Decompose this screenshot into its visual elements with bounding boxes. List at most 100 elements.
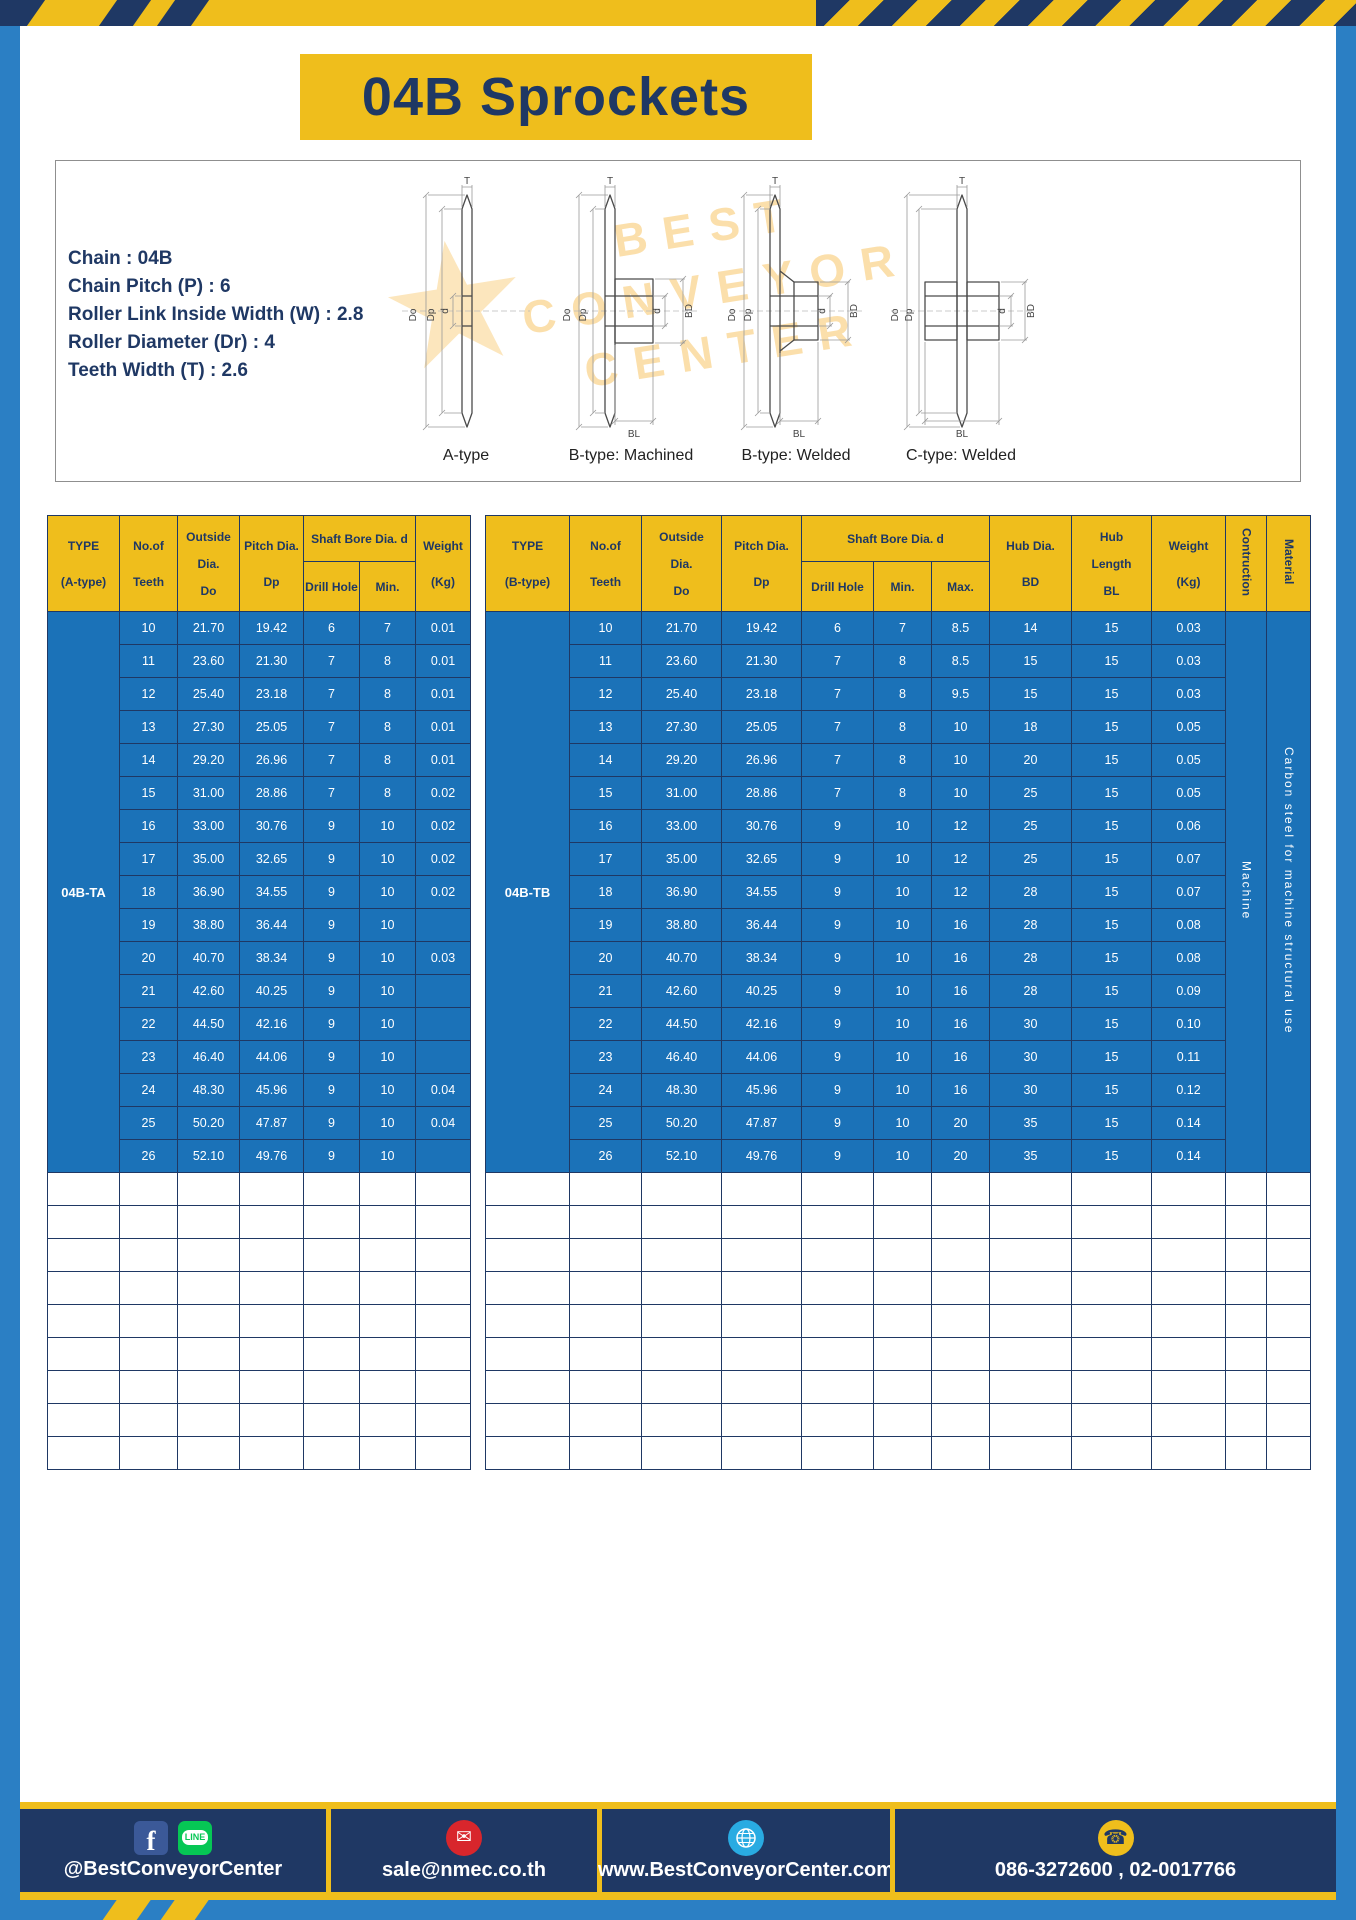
construction-cell: Machine: [1225, 611, 1267, 1173]
data-cell: 25: [989, 776, 1072, 810]
data-cell: 15: [1071, 743, 1152, 777]
col-header-type-b: TYPE (B-type): [485, 515, 570, 612]
empty-cell: [1151, 1337, 1226, 1371]
empty-cell: [1071, 1436, 1152, 1470]
empty-cell: [931, 1172, 990, 1206]
data-cell: 7: [359, 611, 416, 645]
data-cell: 33.00: [177, 809, 240, 843]
empty-cell: [303, 1172, 360, 1206]
data-cell: 10: [931, 743, 990, 777]
empty-cell: [119, 1436, 178, 1470]
data-cell: 38.80: [177, 908, 240, 942]
empty-cell: [1266, 1370, 1311, 1404]
col-header-teeth: No.of Teeth: [119, 515, 178, 612]
data-cell: [415, 1007, 471, 1041]
table-row: 12 25.40 23.18 7 8 0.01: [48, 677, 471, 711]
data-cell: 33.00: [641, 809, 722, 843]
data-cell: 46.40: [641, 1040, 722, 1074]
data-cell: 16: [931, 908, 990, 942]
col-header-weight: Weight (Kg): [1151, 515, 1226, 612]
empty-cell: [485, 1403, 570, 1437]
empty-cell: [641, 1205, 722, 1239]
data-cell: 9: [801, 941, 874, 975]
table-b-body: 04B-TB 10 21.70 19.42 6 7 8.5 14 15 0.03 Machine Ca…: [485, 611, 1311, 1470]
col-header-shaft-bore: Shaft Bore Dia. d: [801, 515, 990, 562]
b-type-machined-drawing: T Do Dp d BD BL: [562, 176, 699, 440]
dim-dp-label: Dp: [904, 308, 915, 321]
empty-cell: [873, 1238, 932, 1272]
data-cell: 18: [569, 875, 642, 909]
empty-cell: [239, 1205, 304, 1239]
data-cell: 25.40: [641, 677, 722, 711]
empty-cell: [641, 1271, 722, 1305]
empty-cell: [359, 1172, 416, 1206]
data-cell: 21.30: [721, 644, 802, 678]
col-header-max: Max.: [931, 561, 990, 612]
col-header-weight: Weight (Kg): [415, 515, 471, 612]
data-cell: 30.76: [721, 809, 802, 843]
data-cell: 11: [119, 644, 178, 678]
empty-cell: [415, 1337, 471, 1371]
data-cell: 30: [989, 1073, 1072, 1107]
data-cell: 26.96: [721, 743, 802, 777]
data-cell: 23.18: [239, 677, 304, 711]
empty-cell: [569, 1337, 642, 1371]
dim-d-label: d: [440, 308, 451, 314]
empty-row: [47, 1370, 471, 1404]
data-cell: 15: [1071, 677, 1152, 711]
empty-cell: [1151, 1370, 1226, 1404]
empty-cell: [239, 1271, 304, 1305]
empty-cell: [569, 1304, 642, 1338]
type-cell: 04B-TB: [485, 611, 570, 1173]
empty-cell: [1071, 1370, 1152, 1404]
data-cell: 10: [873, 974, 932, 1008]
data-cell: 9: [303, 842, 360, 876]
empty-cell: [989, 1271, 1072, 1305]
data-cell: 29.20: [641, 743, 722, 777]
spec-chain: Chain : 04B: [68, 248, 173, 269]
data-cell: 14: [569, 743, 642, 777]
empty-row: [47, 1238, 471, 1272]
data-cell: 9.5: [931, 677, 990, 711]
data-cell: 36.44: [721, 908, 802, 942]
facebook-icon: f: [134, 1820, 168, 1855]
data-cell: 10: [873, 908, 932, 942]
data-cell: 0.01: [415, 710, 471, 744]
data-cell: 25: [989, 842, 1072, 876]
empty-cell: [1225, 1238, 1267, 1272]
sheet-content: 04B Sprockets ★ BEST CONVEYOR CENTER Cha…: [20, 26, 1336, 1900]
data-cell: 46.40: [177, 1040, 240, 1074]
empty-cell: [1071, 1205, 1152, 1239]
data-cell: 15: [1071, 809, 1152, 843]
data-cell: 10: [359, 1139, 416, 1173]
empty-row: [47, 1403, 471, 1437]
empty-cell: [641, 1370, 722, 1404]
dim-bd-label: BD: [684, 304, 695, 318]
empty-cell: [1225, 1304, 1267, 1338]
footer-divider: [326, 1809, 331, 1892]
empty-cell: [485, 1238, 570, 1272]
empty-row: [47, 1271, 471, 1305]
empty-cell: [931, 1304, 990, 1338]
data-cell: 10: [359, 941, 416, 975]
line-icon: LINE: [178, 1820, 212, 1855]
empty-row: [485, 1436, 1311, 1470]
table-row: 15 31.00 28.86 7 8 0.02: [48, 776, 471, 810]
data-cell: 11: [569, 644, 642, 678]
empty-cell: [485, 1370, 570, 1404]
table-row: 24 48.30 45.96 9 10 0.04: [48, 1073, 471, 1107]
empty-cell: [415, 1172, 471, 1206]
data-cell: 9: [303, 1073, 360, 1107]
data-cell: 40.70: [177, 941, 240, 975]
empty-cell: [989, 1436, 1072, 1470]
empty-cell: [415, 1205, 471, 1239]
data-cell: 7: [303, 743, 360, 777]
dim-t-label: T: [772, 176, 778, 187]
data-cell: 10: [931, 776, 990, 810]
col-header-shaft-bore: Shaft Bore Dia. d: [303, 515, 416, 562]
empty-cell: [303, 1370, 360, 1404]
spec-roller-diameter: Roller Diameter (Dr) : 4: [68, 332, 275, 353]
data-cell: 30: [989, 1007, 1072, 1041]
table-row: 23 46.40 44.06 9 10 16 30 15 0.11: [486, 1040, 1311, 1074]
